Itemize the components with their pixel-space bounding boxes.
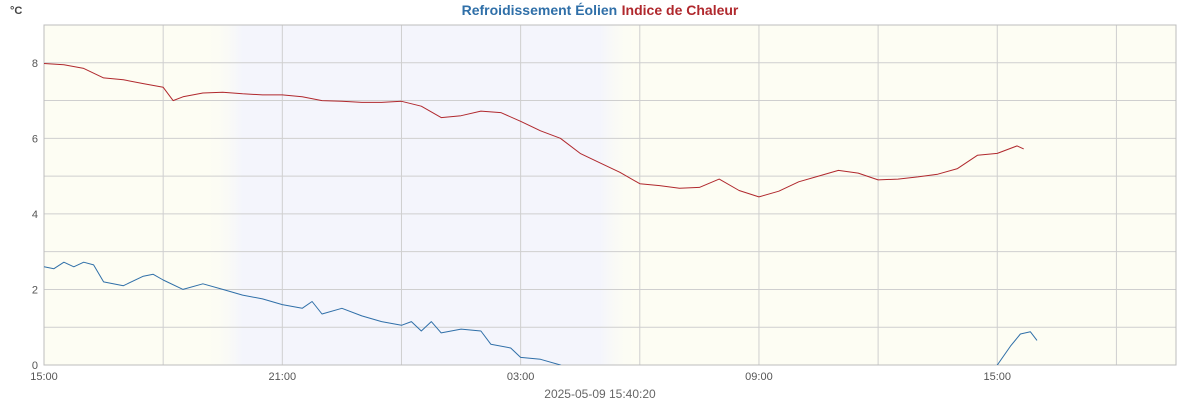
x-tick-label: 15:00 <box>30 371 58 383</box>
y-axis-ticks: 0 2 4 6 8 <box>32 58 38 372</box>
x-tick-label: 09:00 <box>745 371 773 383</box>
x-tick-label: 21:00 <box>269 371 297 383</box>
plot-border <box>43 24 1177 366</box>
y-axis-unit: °C <box>10 5 22 17</box>
series-line-heat-index <box>44 63 1024 198</box>
series-line-wind-chill <box>44 261 1038 365</box>
night-band <box>202 25 640 365</box>
x-axis-ticks: 15:00 21:00 03:00 09:00 15:00 <box>30 371 1011 383</box>
y-tick-label: 6 <box>32 133 38 145</box>
y-tick-label: 0 <box>32 360 38 372</box>
y-tick-label: 8 <box>32 58 38 70</box>
y-tick-label: 2 <box>32 284 38 296</box>
title-wind-chill: Refroidissement Éolien <box>462 2 618 18</box>
chart-title: Refroidissement Éolien Indice de Chaleur <box>462 2 739 19</box>
timestamp: 2025-05-09 15:40:20 <box>544 387 656 400</box>
x-tick-label: 03:00 <box>507 371 535 383</box>
y-tick-label: 4 <box>32 209 38 221</box>
x-tick-label: 15:00 <box>983 371 1011 383</box>
grid-lines <box>43 24 1177 366</box>
title-heat-index: Indice de Chaleur <box>622 2 739 18</box>
series-layer <box>44 63 1038 365</box>
